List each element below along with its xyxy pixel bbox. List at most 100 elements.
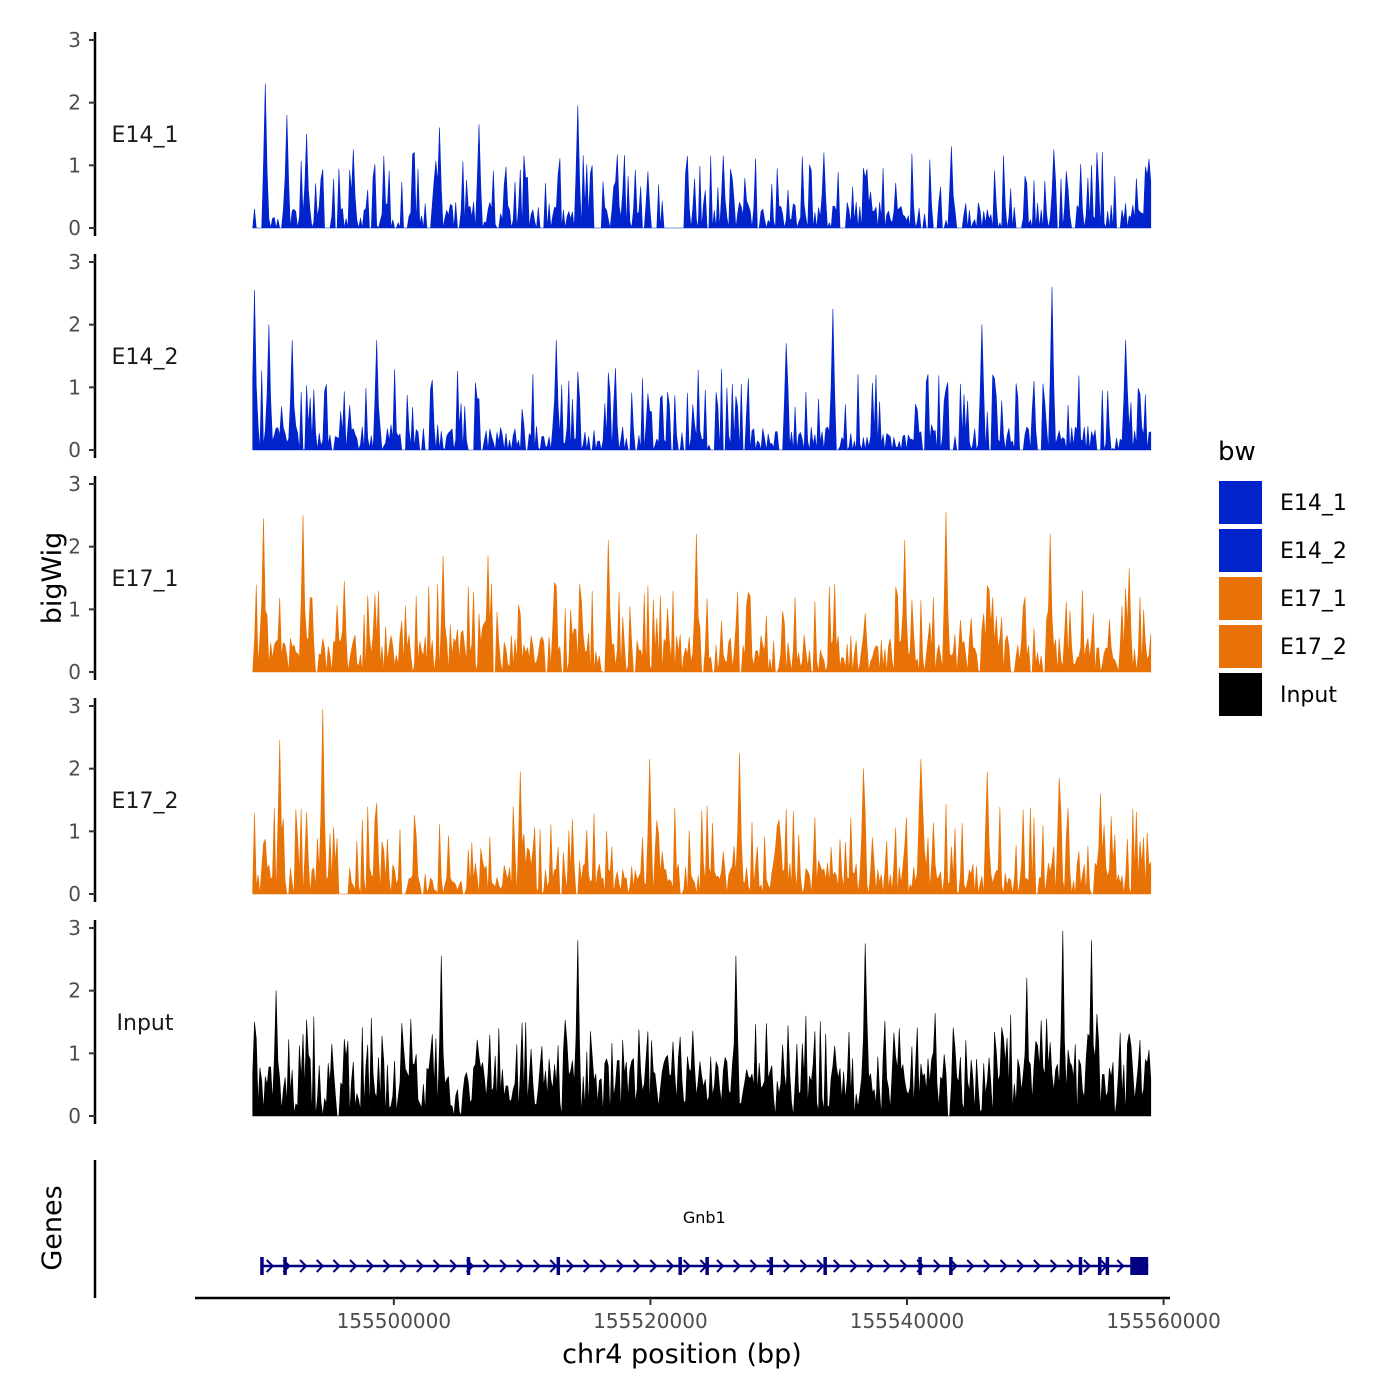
exon <box>918 1257 922 1275</box>
legend-item-e17-1: E17_1 <box>1217 575 1347 622</box>
x-axis: 155500000 155520000 155540000 155560000 chr… <box>195 1296 1221 1370</box>
legend-item-e14-2: E14_2 <box>1217 527 1347 574</box>
strand-arrow <box>399 1259 408 1273</box>
x-tick-label: 155560000 <box>1106 1309 1221 1333</box>
exon <box>1105 1257 1110 1275</box>
track-e17-2: 0 1 2 3 E17_2 <box>68 694 1152 906</box>
coverage-tracks: 0 1 2 3 E14_1 0 1 2 3 E14_2 0 1 2 3 E17_1 0 1 2 3 E17_2 0 1 2 3… <box>68 28 1152 1128</box>
y-tick-label: 2 <box>68 757 81 781</box>
track-label: E17_1 <box>112 567 179 592</box>
track-e14-2: 0 1 2 3 E14_2 <box>68 250 1152 462</box>
y-tick-label: 2 <box>68 313 81 337</box>
coverage-area-e17-1 <box>252 511 1152 673</box>
legend-label: Input <box>1280 683 1337 708</box>
gene-name-label: Gnb1 <box>683 1208 726 1227</box>
strand-arrow <box>482 1259 491 1273</box>
strand-arrow <box>382 1259 391 1273</box>
exon <box>260 1257 264 1275</box>
strand-arrow <box>332 1259 341 1273</box>
track-label: E14_2 <box>112 345 179 370</box>
y-tick-label: 0 <box>68 660 81 684</box>
strand-arrow <box>833 1259 842 1273</box>
legend-label: E14_1 <box>1280 491 1347 516</box>
y-tick-label: 3 <box>68 250 81 274</box>
y-tick-label: 0 <box>68 438 81 462</box>
y-tick-label: 0 <box>68 882 81 906</box>
strand-arrow <box>983 1259 992 1273</box>
strand-arrow <box>616 1259 625 1273</box>
y-tick-label: 1 <box>68 375 81 399</box>
y-tick-label: 3 <box>68 472 81 496</box>
track-e17-1: 0 1 2 3 E17_1 <box>68 472 1152 684</box>
y-tick-label: 0 <box>68 1104 81 1128</box>
strand-arrow <box>499 1259 508 1273</box>
y-tick-label: 1 <box>68 597 81 621</box>
x-axis-title: chr4 position (bp) <box>562 1339 802 1370</box>
strand-arrow <box>1066 1259 1075 1273</box>
strand-arrow <box>1033 1259 1042 1273</box>
y-axis-title: bigWig <box>37 532 68 625</box>
x-axis-ticks: 155500000 155520000 155540000 155560000 <box>337 1298 1221 1333</box>
y-tick-label: 0 <box>68 216 81 240</box>
legend-swatch <box>1217 575 1264 622</box>
strand-arrow <box>649 1259 658 1273</box>
legend-label: E17_1 <box>1280 587 1347 612</box>
x-tick-label: 155500000 <box>337 1309 452 1333</box>
legend-swatch <box>1217 623 1264 670</box>
strand-arrow <box>582 1259 591 1273</box>
gene-model-gnb1: Gnb1 <box>260 1208 1149 1275</box>
strand-arrow <box>532 1259 541 1273</box>
strand-arrow <box>849 1259 858 1273</box>
strand-arrow <box>416 1259 425 1273</box>
exon <box>823 1257 827 1275</box>
strand-arrow <box>682 1259 692 1273</box>
legend-item-e17-2: E17_2 <box>1217 623 1347 670</box>
exon <box>1097 1257 1102 1275</box>
exon <box>1078 1257 1083 1275</box>
legend-swatch <box>1217 527 1264 574</box>
legend-title: bw <box>1218 437 1256 467</box>
strand-arrow <box>366 1259 375 1273</box>
strand-arrow <box>716 1259 725 1273</box>
y-tick-label: 1 <box>68 819 81 843</box>
track-input: 0 1 2 3 Input <box>68 916 1152 1128</box>
strand-arrow <box>1049 1259 1058 1273</box>
strand-arrow <box>1016 1259 1025 1273</box>
genes-axis-title: Genes <box>37 1185 68 1270</box>
strand-arrow <box>449 1259 458 1273</box>
y-tick-label: 1 <box>68 153 81 177</box>
strand-arrow <box>299 1259 308 1273</box>
strand-arrow <box>1083 1259 1092 1273</box>
strand-arrow <box>782 1259 792 1273</box>
exon <box>769 1257 774 1275</box>
track-label: Input <box>117 1011 174 1036</box>
exon <box>466 1257 471 1275</box>
strand-arrow <box>799 1259 808 1273</box>
strand-arrow <box>432 1259 441 1273</box>
legend-swatch <box>1217 479 1264 526</box>
strand-arrow <box>316 1259 325 1273</box>
strand-arrow <box>816 1259 825 1273</box>
x-tick-label: 155520000 <box>593 1309 708 1333</box>
exon <box>283 1257 287 1275</box>
exon <box>556 1257 561 1275</box>
legend-item-input: Input <box>1217 671 1337 718</box>
legend-items: E14_1 E14_2 E17_1 E17_2 Input <box>1217 479 1347 718</box>
track-e14-1: 0 1 2 3 E14_1 <box>68 28 1152 240</box>
strand-arrow <box>549 1259 558 1273</box>
strand-arrow <box>933 1259 942 1273</box>
strand-arrow <box>732 1259 742 1273</box>
legend-label: E17_2 <box>1280 635 1347 660</box>
legend-item-e14-1: E14_1 <box>1217 479 1347 526</box>
strand-arrow <box>899 1259 908 1273</box>
strand-arrow <box>966 1259 975 1273</box>
coverage-area-e14-1 <box>252 83 1152 229</box>
legend: bw E14_1 E14_2 E17_1 E17_2 Input <box>1217 437 1347 718</box>
x-tick-label: 155540000 <box>850 1309 965 1333</box>
y-tick-label: 1 <box>68 1041 81 1065</box>
y-tick-label: 3 <box>68 28 81 52</box>
exon <box>705 1257 709 1275</box>
strand-arrow <box>766 1259 775 1273</box>
strand-arrow <box>1116 1259 1125 1273</box>
y-tick-label: 3 <box>68 916 81 940</box>
